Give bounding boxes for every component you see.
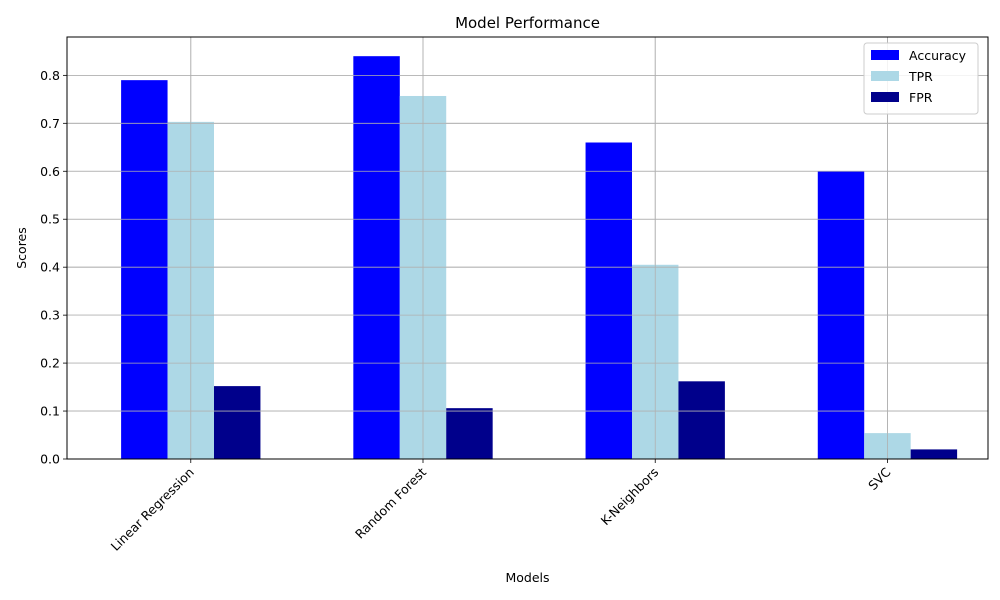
legend-swatch-tpr — [871, 71, 899, 81]
legend-label-accuracy: Accuracy — [909, 48, 967, 63]
plot-frame — [66, 36, 989, 460]
x-tick-label: Random Forest — [352, 464, 429, 541]
y-tick-label: 0.2 — [40, 356, 60, 371]
x-tick-label: SVC — [865, 464, 894, 493]
bar-fpr — [910, 449, 958, 459]
y-tick-label: 0.8 — [40, 68, 60, 83]
x-axis-label: Models — [505, 570, 549, 585]
y-tick-label: 0.7 — [40, 116, 60, 131]
y-tick-label: 0.5 — [40, 212, 60, 227]
x-axis: Linear Regression Random Forest K-Neighbor… — [108, 459, 894, 554]
bar-accuracy — [121, 80, 168, 459]
legend-label-tpr: TPR — [908, 69, 933, 84]
legend-label-fpr: FPR — [909, 90, 933, 105]
bar-fpr — [678, 381, 725, 459]
bars-layer — [67, 37, 988, 460]
bar-accuracy — [353, 56, 400, 459]
y-tick-label: 0.1 — [40, 404, 60, 419]
legend-swatch-fpr — [871, 92, 899, 102]
y-tick-label: 0.6 — [40, 164, 60, 179]
x-tick-label: Linear Regression — [108, 465, 197, 554]
y-tick-label: 0.3 — [40, 308, 60, 323]
y-tick-label: 0.4 — [40, 260, 60, 275]
legend: Accuracy TPR FPR — [863, 42, 979, 115]
y-axis-label: Scores — [14, 227, 29, 269]
y-tick-label: 0.0 — [40, 452, 60, 467]
chart-title: Model Performance — [455, 14, 600, 32]
x-tick-label: K-Neighbors — [598, 465, 662, 529]
bar-fpr — [213, 386, 261, 459]
bar-accuracy — [585, 142, 633, 459]
bar-fpr — [446, 408, 493, 459]
legend-swatch-accuracy — [871, 50, 899, 60]
y-axis: 0.0 0.1 0.2 0.3 0.4 0.5 0.6 0.7 0.8 — [40, 68, 67, 467]
